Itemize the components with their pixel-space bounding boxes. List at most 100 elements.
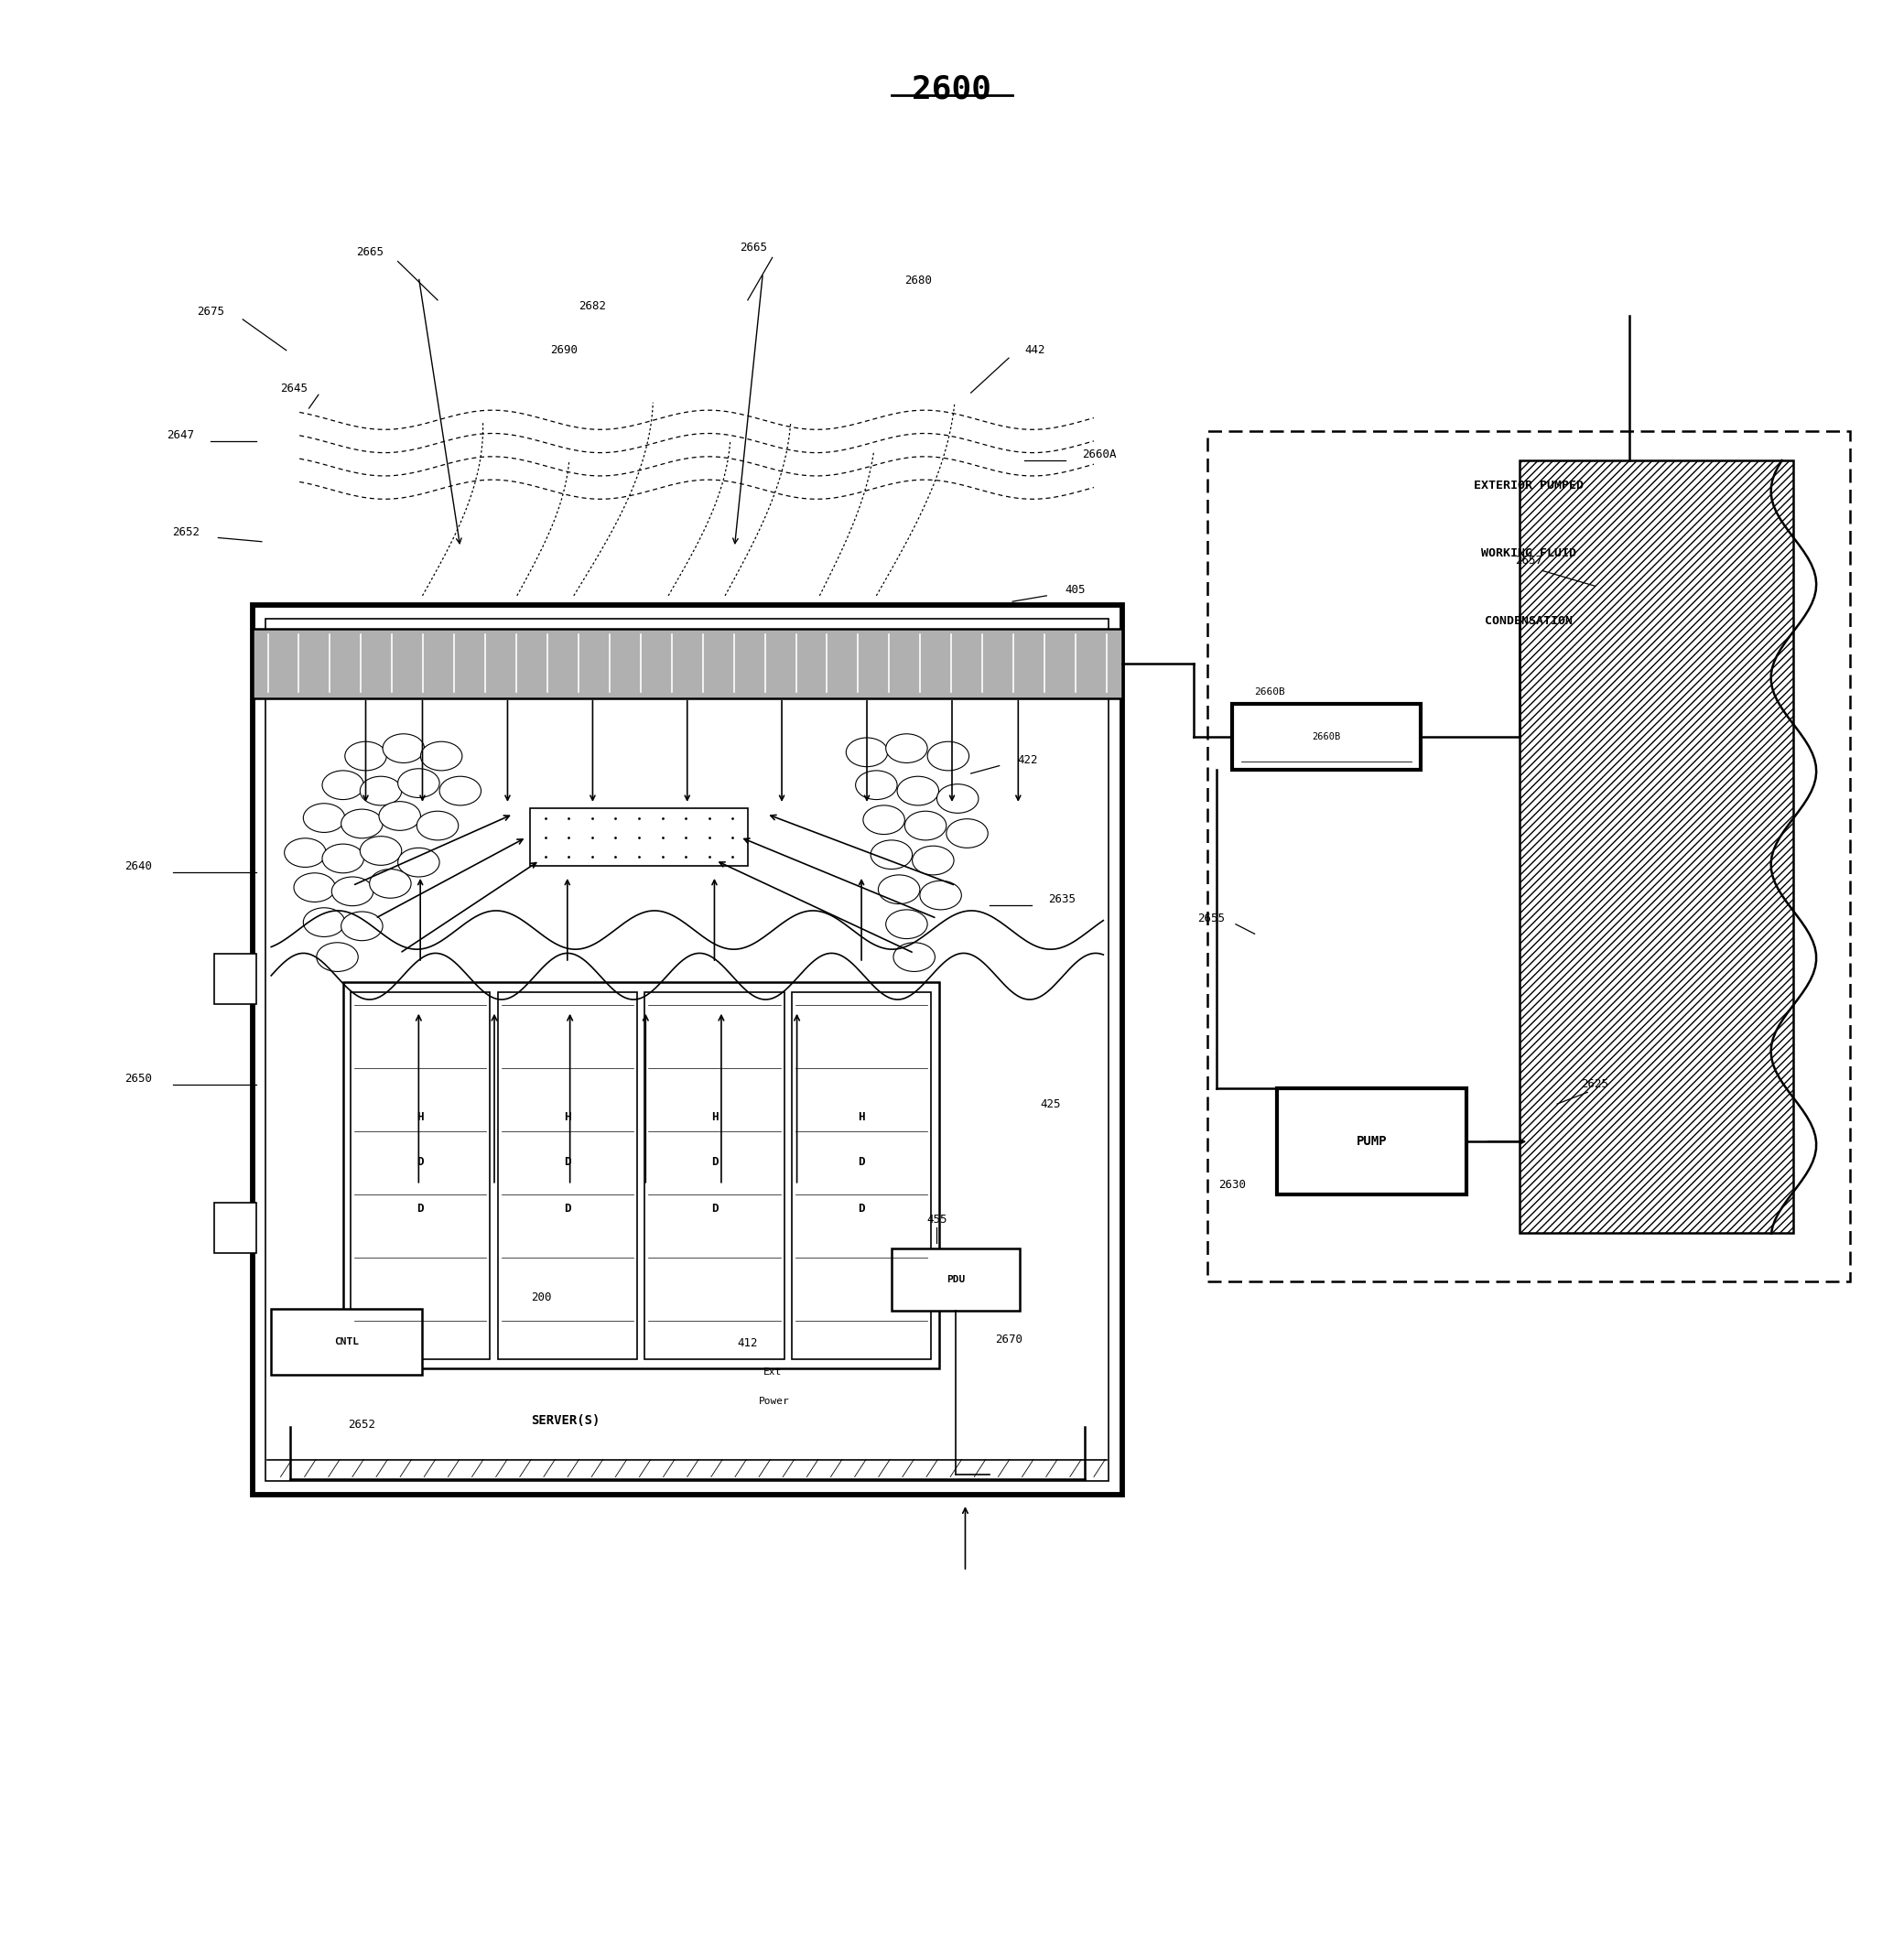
Bar	[215, 1202, 255, 1253]
Ellipse shape	[341, 912, 383, 941]
Ellipse shape	[863, 805, 904, 834]
Text: D: D	[564, 1202, 571, 1214]
Text: SERVER(S): SERVER(S)	[531, 1414, 600, 1428]
Text: 2675: 2675	[196, 305, 225, 317]
Ellipse shape	[331, 877, 373, 906]
Text: EXTERIOR PUMPED: EXTERIOR PUMPED	[1474, 480, 1584, 492]
Bar	[265, 619, 1108, 1480]
Text: H: H	[417, 1111, 425, 1124]
Text: H: H	[710, 1111, 718, 1124]
Text: WORKING FLUID: WORKING FLUID	[1481, 547, 1577, 560]
Text: 2660A: 2660A	[1081, 449, 1116, 461]
Ellipse shape	[927, 741, 969, 770]
Bar	[792, 992, 931, 1360]
Bar	[1278, 1089, 1466, 1194]
Ellipse shape	[417, 811, 459, 840]
Ellipse shape	[893, 943, 935, 972]
Bar	[1207, 432, 1851, 1282]
Ellipse shape	[855, 770, 897, 799]
Ellipse shape	[303, 803, 345, 832]
Text: D: D	[417, 1202, 425, 1214]
Text: 412: 412	[737, 1338, 758, 1350]
Text: 2625: 2625	[1582, 1079, 1609, 1091]
Text: D: D	[710, 1155, 718, 1167]
Text: 2635: 2635	[1047, 893, 1076, 904]
Text: 425: 425	[1040, 1097, 1061, 1111]
Text: 2690: 2690	[550, 344, 579, 356]
Ellipse shape	[322, 844, 364, 873]
Ellipse shape	[398, 848, 440, 877]
Ellipse shape	[885, 910, 927, 939]
Bar	[1519, 461, 1794, 1233]
Text: 2600: 2600	[912, 74, 992, 105]
Text: D: D	[417, 1155, 425, 1167]
Bar	[251, 628, 1121, 698]
Bar	[891, 1249, 1021, 1311]
Text: H: H	[859, 1111, 864, 1124]
Text: 2647: 2647	[168, 430, 194, 442]
Text: 2630: 2630	[1219, 1179, 1245, 1190]
Ellipse shape	[284, 838, 326, 867]
Ellipse shape	[904, 811, 946, 840]
Text: D: D	[859, 1155, 864, 1167]
Ellipse shape	[322, 770, 364, 799]
Ellipse shape	[421, 741, 463, 770]
Ellipse shape	[360, 836, 402, 866]
Text: Ext: Ext	[764, 1367, 783, 1377]
Text: D: D	[710, 1202, 718, 1214]
Text: CONDENSATION: CONDENSATION	[1485, 615, 1573, 626]
Text: 405: 405	[1064, 584, 1085, 595]
Ellipse shape	[878, 875, 920, 904]
Text: Power: Power	[760, 1397, 790, 1406]
Ellipse shape	[303, 908, 345, 937]
Text: CNTL: CNTL	[335, 1336, 360, 1346]
Bar	[1232, 704, 1420, 770]
Ellipse shape	[870, 840, 912, 869]
Bar	[645, 992, 784, 1360]
Ellipse shape	[316, 943, 358, 972]
Text: 442: 442	[1024, 344, 1045, 356]
Text: 2660B: 2660B	[1255, 689, 1285, 696]
Ellipse shape	[379, 801, 421, 831]
Text: PDU: PDU	[946, 1276, 965, 1284]
Text: D: D	[564, 1155, 571, 1167]
Text: 2640: 2640	[126, 860, 152, 871]
Text: 2652: 2652	[171, 525, 200, 539]
Ellipse shape	[885, 733, 927, 762]
Bar	[529, 809, 748, 866]
Text: 455: 455	[927, 1214, 946, 1225]
Text: 2652: 2652	[348, 1418, 375, 1432]
Bar	[215, 953, 255, 1004]
Ellipse shape	[912, 846, 954, 875]
Bar	[251, 605, 1121, 1494]
Text: 2650: 2650	[126, 1074, 152, 1085]
Text: 2665: 2665	[356, 245, 383, 257]
Text: 2670: 2670	[996, 1334, 1022, 1346]
Bar	[270, 1309, 423, 1375]
Text: 2657: 2657	[1516, 554, 1542, 566]
Ellipse shape	[293, 873, 335, 902]
Bar	[343, 982, 939, 1369]
Text: PUMP: PUMP	[1356, 1136, 1388, 1148]
Ellipse shape	[360, 776, 402, 805]
Text: D: D	[859, 1202, 864, 1214]
Ellipse shape	[440, 776, 482, 805]
Ellipse shape	[341, 809, 383, 838]
Ellipse shape	[398, 768, 440, 797]
Text: 2682: 2682	[579, 300, 605, 311]
Text: 422: 422	[1017, 755, 1038, 766]
Text: 200: 200	[531, 1291, 552, 1303]
Ellipse shape	[937, 784, 979, 813]
Text: 2645: 2645	[280, 383, 308, 395]
Text: 2680: 2680	[904, 274, 931, 286]
Text: 2660B: 2660B	[1312, 731, 1340, 741]
Ellipse shape	[920, 881, 962, 910]
Ellipse shape	[369, 869, 411, 899]
Ellipse shape	[946, 819, 988, 848]
Ellipse shape	[845, 737, 887, 766]
Text: 2665: 2665	[739, 241, 767, 255]
Ellipse shape	[383, 733, 425, 762]
Ellipse shape	[345, 741, 387, 770]
Ellipse shape	[897, 776, 939, 805]
Bar	[497, 992, 638, 1360]
